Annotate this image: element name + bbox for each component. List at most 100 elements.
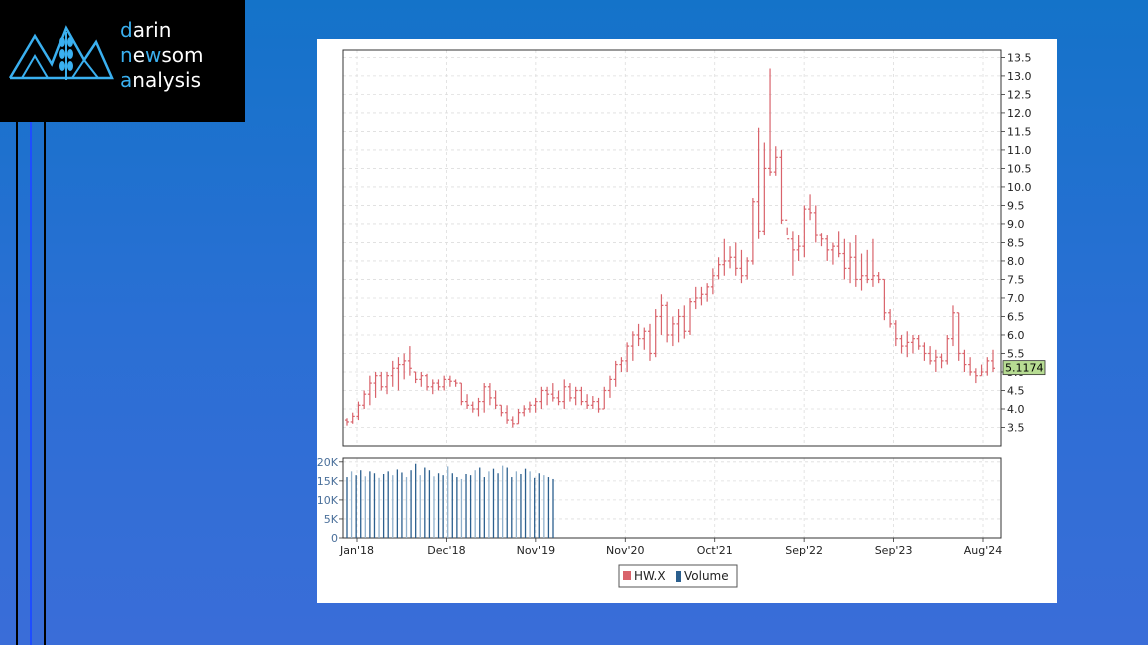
- price-plot-frame: [342, 49, 1002, 447]
- price-bar: [607, 375, 612, 398]
- price-bar: [579, 386, 584, 406]
- price-bar: [688, 297, 693, 335]
- price-bar: [533, 397, 538, 413]
- date-tick-label: Aug'24: [964, 544, 1003, 557]
- price-bar: [973, 368, 978, 384]
- price-bar: [676, 309, 681, 343]
- price-bar: [642, 327, 647, 350]
- price-bar: [682, 305, 687, 339]
- price-tick-label: 4.5: [1007, 384, 1025, 397]
- volume-tick-label: 15K: [317, 475, 339, 488]
- price-bars: [345, 68, 995, 428]
- price-bar: [402, 353, 407, 380]
- price-bar: [493, 390, 498, 409]
- price-tick-label: 4.0: [1007, 403, 1025, 416]
- last-price-box: [1002, 360, 1046, 376]
- price-bar: [893, 320, 898, 347]
- price-bar: [630, 331, 635, 361]
- last-price-marker: 5.1174: [1002, 360, 1046, 376]
- price-bar: [750, 198, 755, 265]
- price-bar: [447, 375, 452, 387]
- date-tick-label: Jan'18: [339, 544, 374, 557]
- price-bar: [373, 371, 378, 398]
- price-bar: [562, 379, 567, 409]
- decor-line-2: [30, 122, 32, 645]
- price-bar: [465, 394, 470, 409]
- price-bar: [796, 235, 801, 261]
- price-bar: [716, 257, 721, 280]
- price-bar: [905, 331, 910, 358]
- price-bar: [756, 127, 761, 239]
- price-bar: [699, 286, 704, 306]
- volume-axis: 0 5K 10K 15K 20K: [317, 456, 343, 545]
- price-bar: [819, 233, 824, 247]
- price-bar: [933, 349, 938, 372]
- price-bar: [802, 205, 807, 258]
- price-bar: [590, 396, 595, 409]
- price-bar: [362, 390, 367, 409]
- price-bar: [482, 383, 487, 413]
- price-tick-label: 6.5: [1007, 310, 1025, 323]
- price-bar: [659, 294, 664, 335]
- price-bar: [396, 357, 401, 391]
- chart-panel: 3.54.04.55.05.56.06.57.07.58.08.59.09.51…: [317, 39, 1057, 603]
- price-bar: [453, 379, 458, 387]
- price-bar: [705, 283, 710, 302]
- price-bar: [636, 323, 641, 347]
- price-bar: [950, 305, 955, 347]
- price-bar: [499, 404, 504, 417]
- price-bar: [968, 357, 973, 376]
- price-bar: [779, 149, 784, 224]
- price-bar: [910, 334, 915, 354]
- price-bar: [888, 309, 893, 328]
- price-tick-label: 13.0: [1007, 70, 1032, 83]
- legend-volume-label: Volume: [684, 569, 729, 583]
- price-bar: [939, 353, 944, 369]
- price-bar: [545, 386, 550, 406]
- date-tick-label: Nov'20: [606, 544, 645, 557]
- price-bar: [808, 194, 813, 221]
- volume-tick-label: 5K: [324, 513, 339, 526]
- date-tick-label: Dec'18: [427, 544, 465, 557]
- price-bar: [991, 349, 995, 372]
- price-bar: [602, 386, 607, 410]
- price-bar: [825, 235, 830, 261]
- price-bar: [419, 371, 424, 387]
- price-bar: [745, 257, 750, 280]
- price-bar: [842, 238, 847, 280]
- logo-line-1: darin: [120, 18, 172, 42]
- price-bar: [773, 146, 778, 176]
- price-bar: [436, 379, 441, 391]
- price-bar: [865, 249, 870, 284]
- price-tick-label: 10.5: [1007, 162, 1032, 175]
- price-bar: [830, 242, 835, 265]
- price-bar: [876, 272, 881, 284]
- price-tick-label: 9.0: [1007, 218, 1025, 231]
- price-bar: [693, 286, 698, 310]
- price-bar: [928, 346, 933, 365]
- price-bar: [527, 401, 532, 413]
- price-tick-label: 7.0: [1007, 292, 1025, 305]
- volume-tick-label: 10K: [317, 494, 339, 507]
- price-bar: [556, 390, 561, 406]
- price-bar: [356, 401, 361, 421]
- price-bar: [573, 386, 578, 406]
- date-axis: Jan'18 Dec'18 Nov'19 Nov'20 Oct'21 Sep'22 Sep'…: [339, 538, 1002, 557]
- price-bar: [922, 342, 927, 361]
- price-bar: [539, 386, 544, 409]
- price-bar: [407, 346, 412, 376]
- logo-line-2: newsom: [120, 43, 204, 67]
- price-bar: [956, 312, 961, 361]
- price-tick-label: 8.5: [1007, 236, 1025, 249]
- price-tick-label: 3.5: [1007, 421, 1025, 434]
- volume-tick-label: 20K: [317, 456, 339, 469]
- price-bar: [619, 357, 624, 372]
- price-grid: [343, 50, 1001, 446]
- last-price-label: 5.1174: [1005, 362, 1044, 375]
- date-tick-label: Oct'21: [697, 544, 733, 557]
- price-bar: [510, 416, 515, 428]
- price-axis: 3.54.04.55.05.56.06.57.07.58.08.59.09.51…: [1001, 51, 1032, 434]
- price-bar: [739, 249, 744, 284]
- price-tick-label: 11.0: [1007, 144, 1032, 157]
- price-bar: [870, 238, 875, 287]
